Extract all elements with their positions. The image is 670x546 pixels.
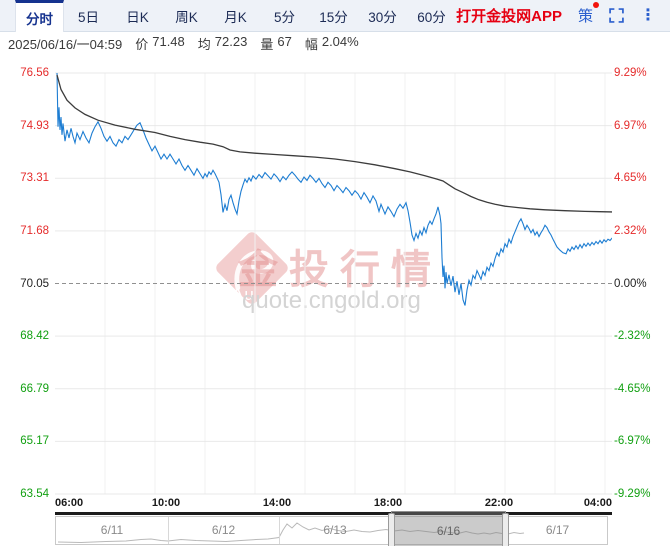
x-axis-label: 04:00 [583,497,612,509]
quote-range: 幅 2.04% [305,34,359,53]
y-axis-left-label: 65.17 [20,435,49,448]
range-label: 幅 [304,37,318,52]
notification-dot [593,2,599,8]
strategy-label: 策 [577,8,593,25]
navigator-selected-date: 6/16 [436,524,461,538]
navigator-date-6/12[interactable]: 6/12 [211,523,236,537]
navigator-sparkline [57,522,525,544]
tab-15分[interactable]: 15分 [319,9,348,25]
y-axis-right-label: 2.32% [614,224,647,237]
x-axis-label: 22:00 [484,497,514,509]
y-axis-right-label: 0.00% [614,277,647,290]
navigator-divider [279,517,280,544]
y-axis-left-label: 73.31 [20,172,49,185]
vol-value: 67 [277,34,292,49]
range-value: 2.04% [321,34,359,49]
y-axis-right-label: 4.65% [614,172,647,185]
navigator-selection[interactable]: 6/16 [388,511,509,546]
navigator-date-6/17[interactable]: 6/17 [545,523,570,537]
quote-price: 价 71.48 [135,34,185,53]
vol-label: 量 [260,37,274,52]
more-vertical-icon[interactable]: ⋮ [640,6,656,24]
avg-label: 均 [197,37,211,52]
y-axis-right: 9.29% 6.97% 4.65% 2.32% 0.00% -2.32% -4.65% -6.… [614,55,670,500]
tab-30分[interactable]: 30分 [368,9,397,25]
strategy-button[interactable]: 策 [577,2,599,26]
y-axis-left-label: 68.42 [20,330,49,343]
y-axis-right-label: -2.32% [614,330,651,343]
x-axis: 06:00 10:00 14:00 18:00 22:00 04:00 [0,497,670,512]
quote-datetime: 2025/06/16/一04:59 [8,37,123,52]
quote-volume: 量 67 [260,34,291,53]
tab-日K[interactable]: 日K [126,9,149,25]
tab-5分[interactable]: 5分 [273,9,295,25]
navigator-date-6/13[interactable]: 6/13 [323,523,347,537]
y-axis-right-label: -6.97% [614,435,651,448]
tab-分时[interactable]: 分时 [15,0,64,32]
navigator-top-bar [55,512,612,515]
y-axis-right-label: 6.97% [614,119,647,132]
average-line [56,74,612,213]
y-axis-left-label: 74.93 [20,119,49,132]
x-axis-label: 10:00 [151,497,181,509]
x-axis-label: 18:00 [373,497,403,509]
price-line [56,72,612,306]
avg-value: 72.23 [214,34,248,49]
watermark-swan-icon [234,250,274,291]
fullscreen-icon[interactable] [609,8,624,23]
quote-info-bar: 2025/06/16/一04:59 价 71.48 均 72.23 量 67 幅 2.0… [0,32,670,55]
y-axis-left-label: 63.54 [20,488,49,500]
y-axis-left-label: 66.79 [20,382,49,395]
y-axis-right-label: 9.29% [614,67,647,79]
y-axis-left-label: 71.68 [20,224,49,237]
navigator-divider [168,517,169,544]
chart-region: Au 金投行情 quote.cngold.org 76.56 74.93 73.31… [0,55,670,500]
quote-average: 均 72.23 [198,34,248,53]
x-axis-label: 14:00 [262,497,292,509]
y-axis-right-label: -4.65% [614,382,651,395]
navigator-right-handle[interactable] [502,513,509,546]
tab-60分[interactable]: 60分 [417,9,446,25]
y-axis-left: 76.56 74.93 73.31 71.68 70.05 68.42 66.79 65.17… [0,55,51,500]
price-label: 价 [135,37,149,52]
price-value: 71.48 [152,34,185,49]
tab-list: 分时 5日 日K 周K 月K 5分 15分 30分 60分 [15,0,456,32]
y-axis-left-label: 70.05 [20,277,49,290]
tab-周K[interactable]: 周K [175,9,198,25]
navigator-date-6/11[interactable]: 6/11 [100,523,124,537]
period-tab-bar: 分时 5日 日K 周K 月K 5分 15分 30分 60分 打开金投网APP 策 ⋮ [0,0,670,32]
watermark-site-text: quote.cngold.org [242,287,421,314]
navigator-left-handle[interactable] [388,513,395,546]
tab-5日[interactable]: 5日 [77,9,99,25]
tabbar-right-actions: 打开金投网APP 策 ⋮ [456,0,670,31]
tab-月K[interactable]: 月K [224,9,247,25]
watermark-au-text: Au [232,285,255,304]
y-axis-right-label: -9.29% [614,488,651,500]
watermark-brand-text: 金投行情 [238,248,442,292]
date-range-navigator[interactable]: 6/11 6/12 6/13 6/17 6/16 [55,511,608,546]
open-app-link[interactable]: 打开金投网APP [456,8,562,25]
y-axis-left-label: 76.56 [20,67,49,79]
x-axis-label: 06:00 [55,497,84,509]
price-plot[interactable] [55,55,612,497]
